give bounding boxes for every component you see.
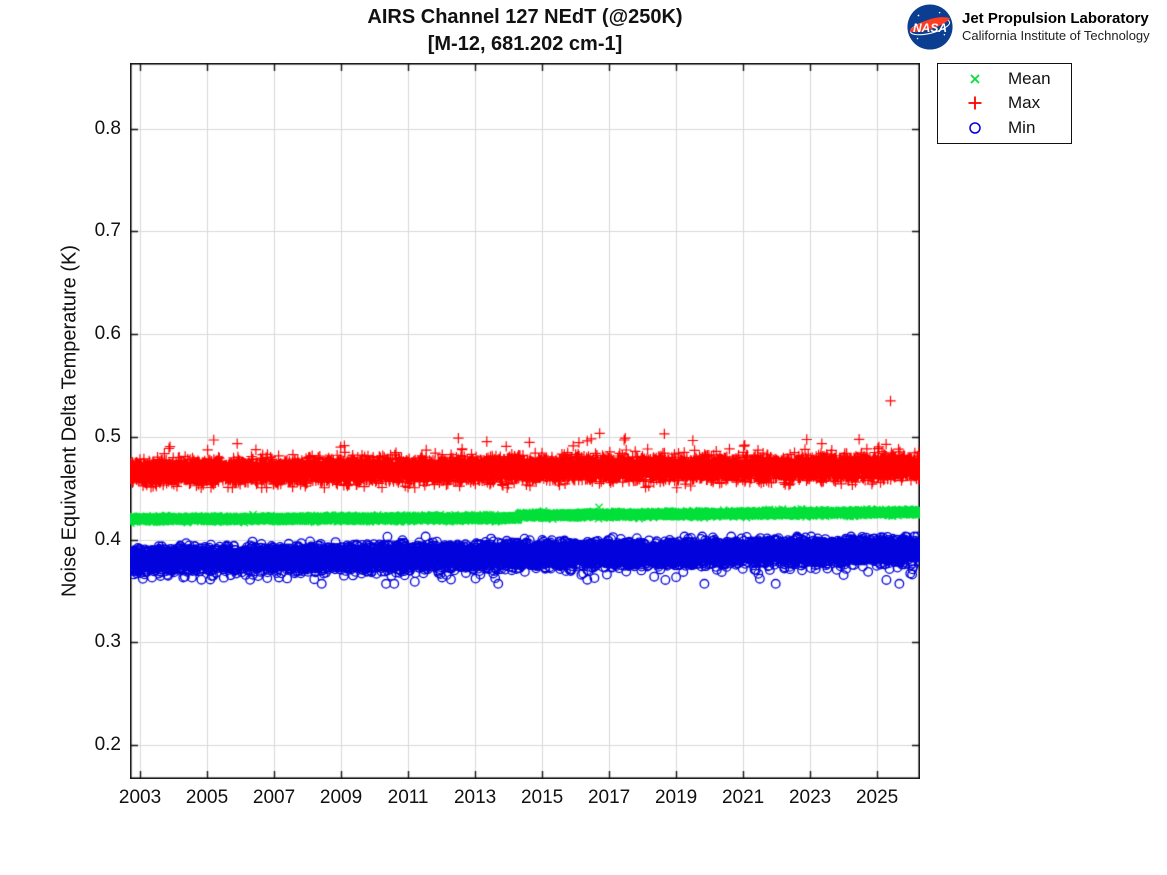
- x-tick-label: 2021: [721, 787, 765, 808]
- chart-title-block: AIRS Channel 127 NEdT (@250K) [M-12, 681…: [130, 4, 920, 58]
- x-tick-label: 2025: [855, 787, 899, 808]
- jpl-org-subtitle: California Institute of Technology: [962, 28, 1150, 43]
- x-tick-label: 2009: [319, 787, 363, 808]
- legend-entry-min: Min: [938, 116, 1071, 140]
- plot-area: [130, 63, 920, 779]
- y-tick-label: 0.8: [94, 117, 121, 139]
- legend: Mean Max Min: [937, 63, 1072, 144]
- nasa-meatball-icon: NASA: [907, 4, 953, 50]
- jpl-logo: NASA Jet Propulsion Laboratory Californi…: [906, 3, 1150, 51]
- y-tick-label: 0.7: [94, 220, 121, 242]
- max-plus-marker-icon: [960, 94, 990, 112]
- jpl-org-name: Jet Propulsion Laboratory: [962, 10, 1149, 27]
- plot-canvas: [130, 63, 920, 779]
- x-tick-label: 2017: [587, 787, 631, 808]
- jpl-logo-text: Jet Propulsion Laboratory California Ins…: [962, 10, 1150, 44]
- y-tick-label: 0.5: [94, 425, 121, 447]
- legend-entry-max: Max: [938, 91, 1071, 115]
- legend-entry-mean: Mean: [938, 67, 1071, 91]
- x-tick-label: 2003: [118, 787, 162, 808]
- y-tick-label: 0.4: [94, 528, 121, 550]
- x-tick-label: 2007: [252, 787, 296, 808]
- legend-label-max: Max: [1008, 93, 1041, 113]
- chart-title: AIRS Channel 127 NEdT (@250K): [367, 6, 683, 28]
- x-tick-label: 2015: [520, 787, 564, 808]
- x-tick-label: 2023: [788, 787, 832, 808]
- y-tick-label: 0.6: [94, 323, 121, 345]
- chart-subtitle: [M-12, 681.202 cm-1]: [427, 33, 623, 55]
- y-tick-label: 0.2: [94, 734, 121, 756]
- x-tick-label: 2019: [654, 787, 698, 808]
- x-tick-label: 2011: [387, 787, 429, 808]
- nasa-wordmark: NASA: [913, 21, 947, 35]
- x-tick-label: 2013: [453, 787, 497, 808]
- mean-x-marker-icon: [960, 70, 990, 88]
- y-tick-label: 0.3: [94, 631, 121, 653]
- min-circle-marker-icon: [960, 119, 990, 137]
- legend-label-mean: Mean: [1008, 69, 1051, 89]
- legend-label-min: Min: [1008, 117, 1036, 137]
- x-tick-label: 2005: [185, 787, 229, 808]
